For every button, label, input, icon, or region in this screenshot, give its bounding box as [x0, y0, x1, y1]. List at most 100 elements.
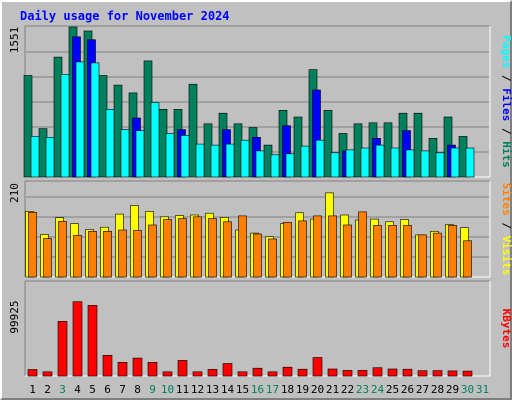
- bar-kbytes-day-30: [462, 370, 473, 377]
- legend-separator: /: [500, 216, 512, 236]
- bar-kbytes-day-15: [237, 371, 248, 377]
- bar-kbytes-day-6: [102, 354, 113, 377]
- bar-pages-day-25: [390, 147, 400, 178]
- bar-kbytes-day-19: [297, 368, 308, 377]
- x-tick-label-day-3: 3: [59, 383, 66, 396]
- x-tick-label-day-31: 31: [476, 383, 489, 396]
- bar-sites-day-13: [208, 218, 217, 278]
- bar-kbytes-day-22: [342, 370, 353, 377]
- bar-sites-day-11: [178, 218, 187, 278]
- x-tick-label-day-26: 26: [401, 383, 414, 396]
- bar-kbytes-day-13: [207, 369, 218, 377]
- bar-sites-day-5: [88, 231, 97, 278]
- bar-pages-day-5: [90, 62, 100, 178]
- bar-kbytes-day-14: [222, 363, 233, 377]
- bar-pages-day-19: [300, 145, 310, 178]
- bar-kbytes-day-23: [357, 370, 368, 377]
- bar-pages-day-3: [60, 74, 70, 178]
- bar-kbytes-day-24: [372, 367, 383, 377]
- legend-visits-sites: Sites / Visits: [500, 183, 512, 276]
- bar-sites-day-29: [448, 225, 457, 278]
- x-tick-label-day-13: 13: [206, 383, 219, 396]
- bar-kbytes-day-29: [447, 370, 458, 377]
- x-tick-label-day-9: 9: [149, 383, 156, 396]
- bar-pages-day-16: [255, 150, 265, 178]
- bar-sites-day-15: [238, 215, 247, 278]
- bar-kbytes-day-17: [267, 371, 278, 377]
- x-tick-label-day-10: 10: [161, 383, 174, 396]
- bar-kbytes-day-26: [402, 368, 413, 377]
- bar-kbytes-day-28: [432, 370, 443, 377]
- bar-pages-day-14: [225, 143, 235, 178]
- bar-kbytes-day-27: [417, 370, 428, 377]
- legend-entry-pages: Pages: [500, 35, 512, 68]
- x-tick-label-day-14: 14: [221, 383, 235, 396]
- bar-pages-day-6: [105, 109, 115, 178]
- bar-sites-day-2: [43, 238, 52, 278]
- bar-sites-day-27: [418, 234, 427, 278]
- x-tick-label-day-25: 25: [386, 383, 399, 396]
- bar-pages-day-17: [270, 154, 280, 178]
- bar-kbytes-day-8: [132, 357, 143, 377]
- x-tick-label-day-16: 16: [251, 383, 264, 396]
- bar-pages-day-2: [45, 137, 55, 178]
- bar-sites-day-9: [148, 224, 157, 278]
- bar-kbytes-day-4: [72, 301, 83, 377]
- x-tick-label-day-30: 30: [461, 383, 474, 396]
- bar-sites-day-7: [118, 229, 127, 278]
- bar-kbytes-day-9: [147, 361, 158, 377]
- bar-kbytes-day-1: [27, 369, 38, 377]
- bar-sites-day-1: [28, 212, 37, 278]
- bar-sites-day-21: [328, 215, 337, 278]
- bar-pages-day-18: [285, 153, 295, 178]
- legend-entry-kbytes: KBytes: [500, 309, 512, 349]
- bar-kbytes-day-25: [387, 368, 398, 377]
- bar-sites-day-18: [283, 222, 292, 278]
- bar-kbytes-day-20: [312, 357, 323, 377]
- bar-hits-day-27: [413, 112, 423, 178]
- bar-pages-day-1: [30, 136, 40, 178]
- x-tick-label-day-1: 1: [29, 383, 36, 396]
- legend-entry-visits: Visits: [500, 236, 512, 276]
- x-tick-label-day-24: 24: [371, 383, 385, 396]
- bar-kbytes-day-12: [192, 371, 203, 377]
- x-tick-label-day-28: 28: [431, 383, 444, 396]
- legend-hits-files-pages: Pages / Files / Hits: [500, 35, 512, 168]
- bar-kbytes-day-5: [87, 305, 98, 377]
- x-tick-label-day-4: 4: [74, 383, 81, 396]
- x-tick-label-day-5: 5: [89, 383, 96, 396]
- x-tick-label-day-19: 19: [296, 383, 309, 396]
- x-tick-label-day-8: 8: [134, 383, 141, 396]
- legend-separator: /: [500, 121, 512, 141]
- panel-kbytes-area: [25, 281, 490, 376]
- bar-pages-day-9: [150, 102, 160, 178]
- bar-pages-day-24: [375, 144, 385, 178]
- bar-kbytes-day-3: [57, 321, 68, 377]
- bar-sites-day-30: [463, 240, 472, 278]
- bar-sites-day-19: [298, 220, 307, 278]
- x-tick-label-day-17: 17: [266, 383, 279, 396]
- bar-sites-day-14: [223, 221, 232, 278]
- bar-sites-day-10: [163, 219, 172, 278]
- bar-hits-day-1: [23, 75, 33, 178]
- bar-pages-day-10: [165, 133, 175, 178]
- axis-max-label-visits-sites: 210: [8, 183, 21, 203]
- bar-kbytes-day-16: [252, 367, 263, 377]
- x-tick-label-day-6: 6: [104, 383, 111, 396]
- x-tick-label-day-18: 18: [281, 383, 294, 396]
- chart-title: Daily usage for November 2024: [20, 9, 230, 23]
- x-tick-label-day-12: 12: [191, 383, 204, 396]
- bar-pages-day-22: [345, 149, 355, 178]
- bar-kbytes-day-21: [327, 368, 338, 377]
- bar-sites-day-24: [373, 225, 382, 278]
- x-tick-label-day-7: 7: [119, 383, 126, 396]
- x-tick-label-day-23: 23: [356, 383, 369, 396]
- bar-kbytes-day-18: [282, 366, 293, 377]
- x-tick-label-day-11: 11: [176, 383, 189, 396]
- axis-max-label-hits-files-pages: 1551: [8, 27, 21, 54]
- x-tick-label-day-2: 2: [44, 383, 51, 396]
- bar-hits-day-12: [188, 83, 198, 178]
- bar-kbytes-day-11: [177, 360, 188, 377]
- axis-max-label-kbytes: 99925: [8, 300, 21, 333]
